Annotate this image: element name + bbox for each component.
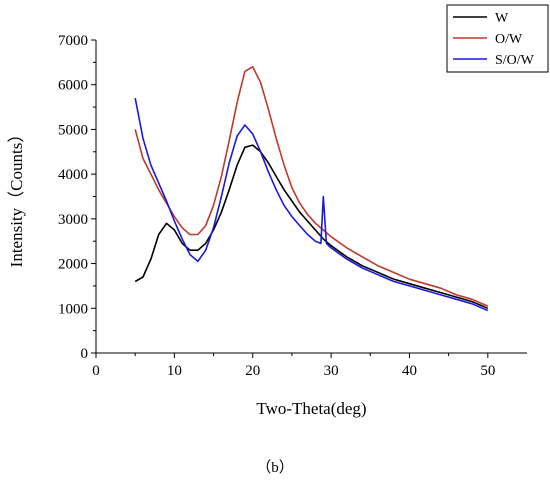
xrd-chart: 0 10 20 30 40 50 0 1000 2000 3000 4000 5000 6000 7000…: [7, 4, 549, 418]
y-tick-label: 1000: [58, 301, 88, 317]
x-tick-label: 20: [245, 363, 260, 379]
legend: W O/W S/O/W: [446, 4, 549, 73]
legend-label: O/W: [495, 32, 523, 47]
y-tick-label: 0: [81, 346, 89, 362]
x-tick-label: 50: [480, 363, 495, 379]
legend-label: W: [495, 11, 509, 26]
series-line-o-w: [134, 66, 489, 307]
x-tick-label: 40: [402, 363, 417, 379]
figure-caption: （b）: [256, 460, 294, 476]
series-line-w: [134, 144, 489, 310]
y-tick-label: 2000: [58, 257, 88, 273]
x-tick-label: 10: [167, 363, 182, 379]
x-tick-label: 0: [92, 363, 100, 379]
series-line-s-o-w: [134, 97, 489, 312]
y-tick-label: 4000: [58, 167, 88, 183]
x-axis-title: Two-Theta(deg): [256, 399, 366, 418]
y-tick-label: 7000: [58, 33, 88, 49]
y-axis-title: Intensity（Counts）: [7, 126, 26, 268]
y-tick-label: 6000: [58, 78, 88, 94]
x-tick-label: 30: [324, 363, 339, 379]
axes: 0 10 20 30 40 50 0 1000 2000 3000 4000 5000 6000 7000…: [7, 33, 527, 418]
y-tick-label: 5000: [58, 122, 88, 138]
y-tick-label: 3000: [58, 212, 88, 228]
plot-lines: [134, 66, 489, 312]
legend-label: S/O/W: [495, 53, 535, 68]
